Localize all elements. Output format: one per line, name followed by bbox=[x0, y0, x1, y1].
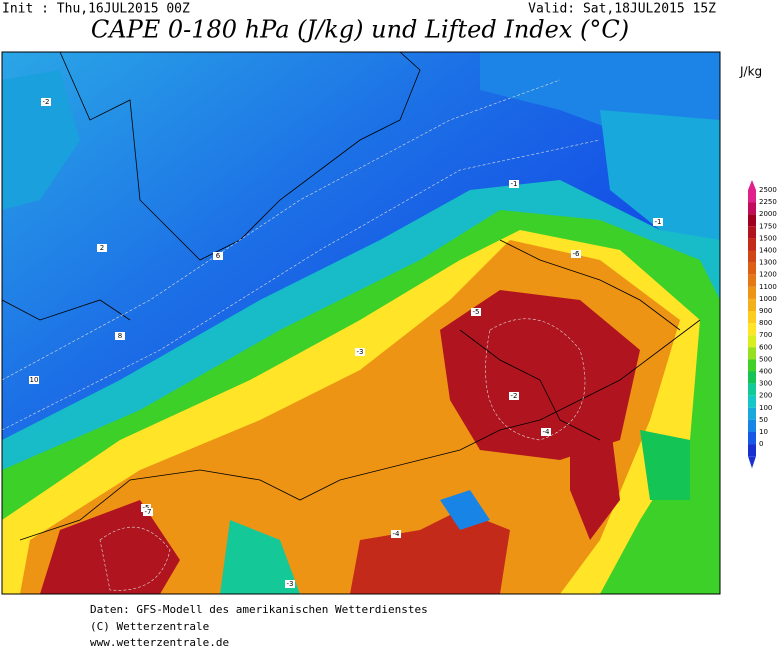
contour-label: -3 bbox=[287, 580, 294, 588]
level-label: 2250 bbox=[759, 198, 777, 206]
footer-line: (C) Wetterzentrale bbox=[90, 620, 209, 633]
color-box bbox=[748, 335, 756, 348]
color-box bbox=[748, 286, 756, 299]
contour-label: 10 bbox=[30, 376, 39, 384]
color-box bbox=[748, 395, 756, 408]
level-label: 1200 bbox=[759, 271, 777, 279]
level-label: 200 bbox=[759, 392, 772, 400]
color-box bbox=[748, 311, 756, 324]
contour-label-box bbox=[213, 252, 223, 260]
contour-label-box bbox=[571, 250, 581, 258]
contour-label: -3 bbox=[357, 348, 364, 356]
contour-label: -1 bbox=[655, 218, 662, 226]
contour-label-box bbox=[143, 508, 153, 516]
color-box bbox=[748, 359, 756, 372]
color-box bbox=[748, 226, 756, 239]
color-box bbox=[748, 444, 756, 457]
color-box bbox=[748, 432, 756, 445]
contour-label-box bbox=[285, 580, 295, 588]
level-label: 1500 bbox=[759, 234, 777, 242]
contour-label: -7 bbox=[145, 508, 152, 516]
colorbar: 2500225020001750150014001300120011001000… bbox=[748, 180, 777, 469]
color-box bbox=[748, 238, 756, 251]
contour-label: -4 bbox=[543, 428, 551, 436]
level-label: 100 bbox=[759, 404, 772, 412]
colorbar-cap bbox=[748, 456, 756, 469]
level-label: 2000 bbox=[759, 210, 777, 218]
level-label: 1300 bbox=[759, 259, 777, 267]
level-label: 1100 bbox=[759, 283, 777, 291]
contour-label-box bbox=[509, 180, 519, 188]
contour-label: -4 bbox=[393, 530, 401, 538]
contour-label-box bbox=[509, 392, 519, 400]
level-label: 1750 bbox=[759, 222, 777, 230]
footer-line: Daten: GFS-Modell des amerikanischen Wet… bbox=[90, 603, 428, 616]
contour-label: 2 bbox=[100, 244, 104, 252]
map bbox=[2, 52, 720, 594]
contour-label-box bbox=[391, 530, 401, 538]
contour-label: -2 bbox=[43, 98, 50, 106]
colorbar-cap bbox=[748, 180, 756, 190]
level-label: 500 bbox=[759, 355, 772, 363]
level-label: 400 bbox=[759, 368, 772, 376]
level-label: 1000 bbox=[759, 295, 777, 303]
contour-label: -5 bbox=[473, 308, 480, 316]
contour-label-box bbox=[471, 308, 481, 316]
map-frame bbox=[1, 51, 721, 595]
contour-label: -2 bbox=[511, 392, 518, 400]
color-box bbox=[748, 190, 756, 203]
color-box bbox=[748, 371, 756, 384]
level-label: 2500 bbox=[759, 186, 777, 194]
level-label: 300 bbox=[759, 380, 772, 388]
color-box bbox=[748, 419, 756, 432]
color-box bbox=[748, 214, 756, 227]
level-label: 50 bbox=[759, 416, 768, 424]
contour-label: 6 bbox=[216, 252, 221, 260]
color-box bbox=[748, 407, 756, 420]
level-label: 1400 bbox=[759, 247, 777, 255]
contour-label-box bbox=[541, 428, 551, 436]
color-box bbox=[748, 262, 756, 275]
color-box bbox=[748, 250, 756, 263]
contour-label-box bbox=[29, 376, 39, 384]
color-box bbox=[748, 202, 756, 215]
level-label: 900 bbox=[759, 307, 772, 315]
color-box bbox=[748, 298, 756, 311]
contour-label: 8 bbox=[118, 332, 122, 340]
contour-label-box bbox=[355, 348, 365, 356]
valid-time: Valid: Sat,18JUL2015 15Z bbox=[528, 2, 716, 17]
color-box bbox=[748, 274, 756, 287]
footer-line: www.wetterzentrale.de bbox=[90, 636, 229, 646]
map-title: CAPE 0-180 hPa (J/kg) und Lifted Index (… bbox=[91, 16, 629, 44]
contour-label-box bbox=[41, 98, 51, 106]
level-label: 800 bbox=[759, 319, 772, 327]
level-label: 10 bbox=[759, 428, 768, 436]
contour-label-box bbox=[653, 218, 663, 226]
level-label: 0 bbox=[759, 440, 763, 448]
contour-label: -1 bbox=[511, 180, 518, 188]
color-box bbox=[748, 383, 756, 396]
contour-label-box bbox=[97, 244, 107, 252]
level-label: 600 bbox=[759, 343, 772, 351]
legend-unit: J/kg bbox=[739, 65, 762, 79]
contour-label-box bbox=[115, 332, 125, 340]
color-box bbox=[748, 323, 756, 336]
color-box bbox=[748, 347, 756, 360]
level-label: 700 bbox=[759, 331, 772, 339]
contour-label: -6 bbox=[573, 250, 581, 258]
init-time: Init : Thu,16JUL2015 00Z bbox=[2, 2, 190, 17]
